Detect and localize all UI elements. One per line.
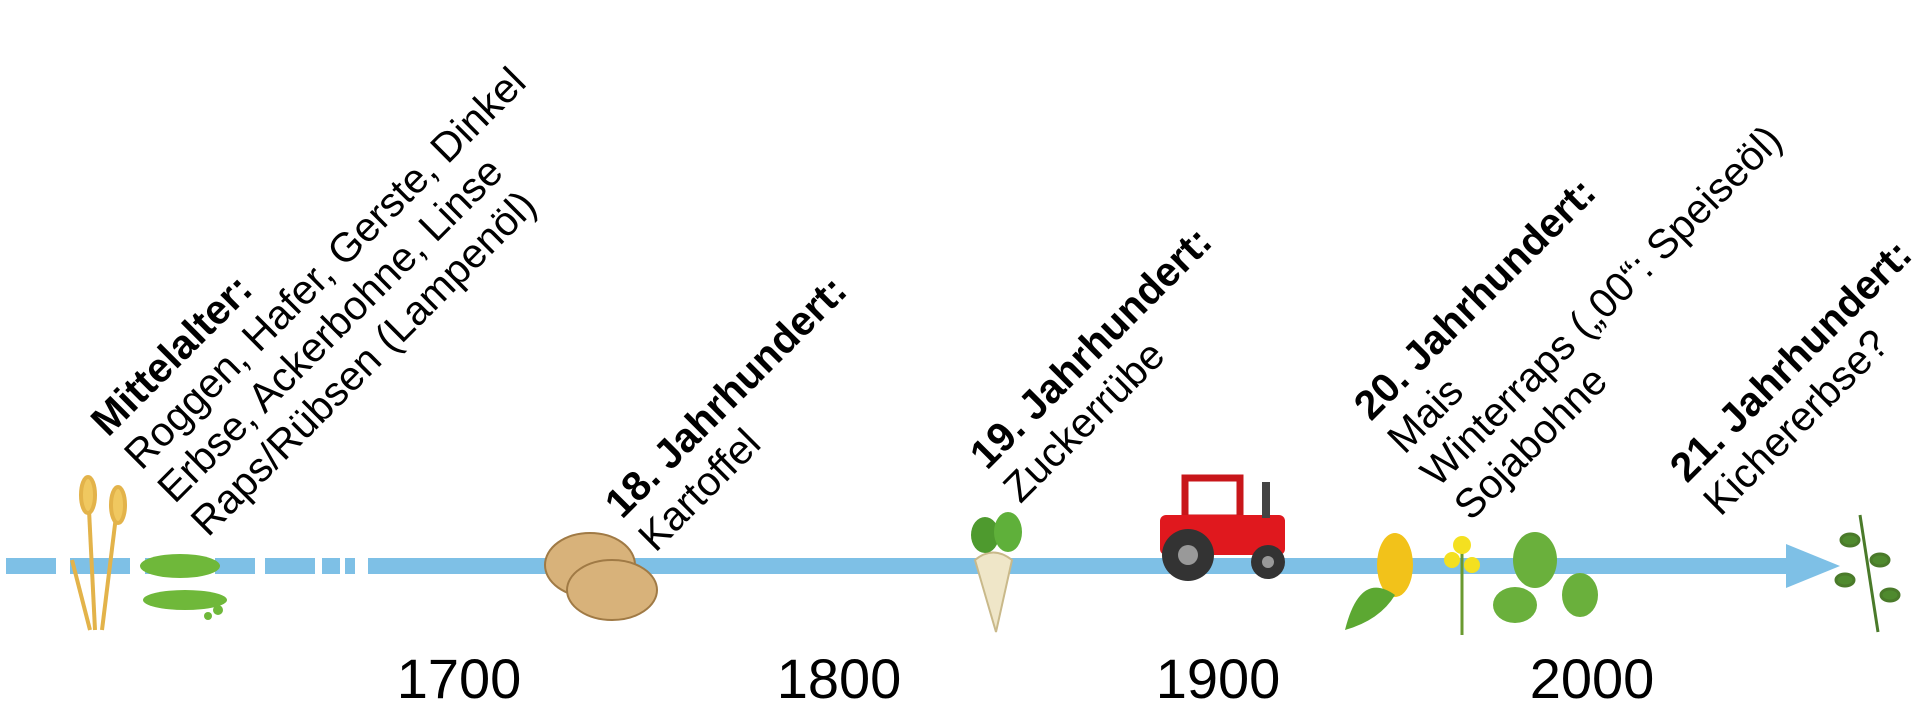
timeline: Mittelalter:Roggen, Hafer, Gerste, Dinke… (0, 0, 1920, 713)
icon-corn (1345, 533, 1413, 630)
epoch-text: 19. Jahrhundert:Zuckerrübe (961, 218, 1254, 511)
icon-rapeseed (1444, 536, 1480, 635)
year-label: 1700 (397, 647, 522, 710)
year-label: 1800 (777, 647, 902, 710)
year-label: 1900 (1156, 647, 1281, 710)
timeline-arrow (6, 544, 1840, 588)
epoch-text: 21. Jahrhundert:Kichererbse? (1661, 231, 1920, 524)
icon-peas (140, 554, 227, 620)
icon-potato (545, 533, 657, 620)
epoch: 18. Jahrhundert:Kartoffel (596, 267, 889, 560)
icon-chickpea (1836, 515, 1899, 632)
epoch: Mittelalter:Roggen, Hafer, Gerste, Dinke… (82, 25, 601, 544)
epoch: 19. Jahrhundert:Zuckerrübe (961, 218, 1254, 511)
icon-wheat (72, 477, 125, 630)
year-label: 2000 (1530, 647, 1655, 710)
epoch-text: 18. Jahrhundert:Kartoffel (596, 267, 889, 560)
epoch: 21. Jahrhundert:Kichererbse? (1661, 231, 1920, 524)
epoch-text: Mittelalter:Roggen, Hafer, Gerste, Dinke… (82, 25, 601, 544)
icon-soybean (1493, 532, 1598, 623)
